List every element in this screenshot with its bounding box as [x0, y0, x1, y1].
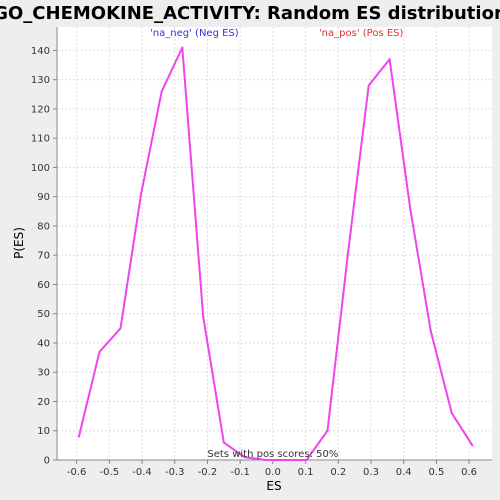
x-tick-label: 0.6 [461, 467, 477, 478]
data-point [305, 459, 308, 461]
x-tick-label: -0.2 [198, 467, 218, 478]
data-point [222, 441, 225, 444]
data-point [119, 327, 122, 330]
annotation: 'na_neg' (Neg ES) [150, 28, 239, 39]
y-tick-label: 140 [31, 46, 50, 57]
data-point [264, 459, 267, 461]
y-tick-label: 20 [37, 397, 50, 408]
annotations: 'na_neg' (Neg ES) 'na_pos' (Pos ES) Sets w… [150, 28, 403, 460]
data-point [326, 429, 329, 432]
data-point [471, 444, 474, 447]
x-tick-label: 0.4 [396, 467, 412, 478]
x-tick-label: -0.4 [132, 467, 152, 478]
x-tick-label: 0.3 [363, 467, 379, 478]
y-tick-label: 10 [37, 426, 50, 437]
data-point [347, 251, 350, 254]
data-point [429, 330, 432, 333]
data-point [181, 46, 184, 49]
annotation: Sets with pos scores: 50% [207, 449, 338, 460]
y-tick-label: 100 [31, 163, 50, 174]
y-tick-label: 40 [37, 338, 50, 349]
x-tick-label: -0.3 [165, 467, 185, 478]
x-tick-label: 0.2 [330, 467, 346, 478]
series [77, 46, 474, 461]
y-tick-label: 30 [37, 368, 50, 379]
chart-title: GO_CHEMOKINE_ACTIVITY: Random ES distrib… [0, 3, 500, 24]
data-point [77, 435, 80, 438]
plot-area [57, 27, 492, 460]
x-tick-label: -0.5 [100, 467, 120, 478]
y-axis-label: P(ES) [12, 227, 26, 259]
x-axis-label: ES [266, 479, 281, 493]
x-tick-label: 0.5 [428, 467, 444, 478]
y-tick-label: 70 [37, 251, 50, 262]
data-point [140, 192, 143, 195]
data-point [202, 315, 205, 318]
data-point [243, 456, 246, 459]
data-point [450, 412, 453, 415]
y-tick-label: 120 [31, 104, 50, 115]
y-tick-label: 130 [31, 75, 50, 86]
y-tick-label: 50 [37, 309, 50, 320]
y-tick-label: 80 [37, 221, 50, 232]
x-tick-label: -0.6 [67, 467, 87, 478]
data-point [367, 84, 370, 87]
annotation: 'na_pos' (Pos ES) [319, 28, 404, 39]
data-point [388, 58, 391, 61]
x-tick-label: 0.0 [265, 467, 281, 478]
y-tick-label: 60 [37, 280, 50, 291]
data-point [284, 459, 287, 461]
data-point [98, 350, 101, 353]
x-tick-label: 0.1 [298, 467, 314, 478]
data-point [160, 90, 163, 93]
x-tick-label: -0.1 [230, 467, 250, 478]
y-tick-label: 90 [37, 192, 50, 203]
y-tick-label: 0 [44, 456, 50, 467]
y-tick-label: 110 [31, 134, 50, 145]
x-ticks: -0.6 -0.5 -0.4 -0.3 -0.2 -0.1 0.0 0.1 0.2 0.3 0.4 0… [67, 460, 477, 478]
y-ticks: 0 10 20 30 40 50 60 70 80 90 100 110 120 130 140 [31, 46, 57, 467]
data-point [409, 207, 412, 210]
series-line [77, 46, 474, 461]
